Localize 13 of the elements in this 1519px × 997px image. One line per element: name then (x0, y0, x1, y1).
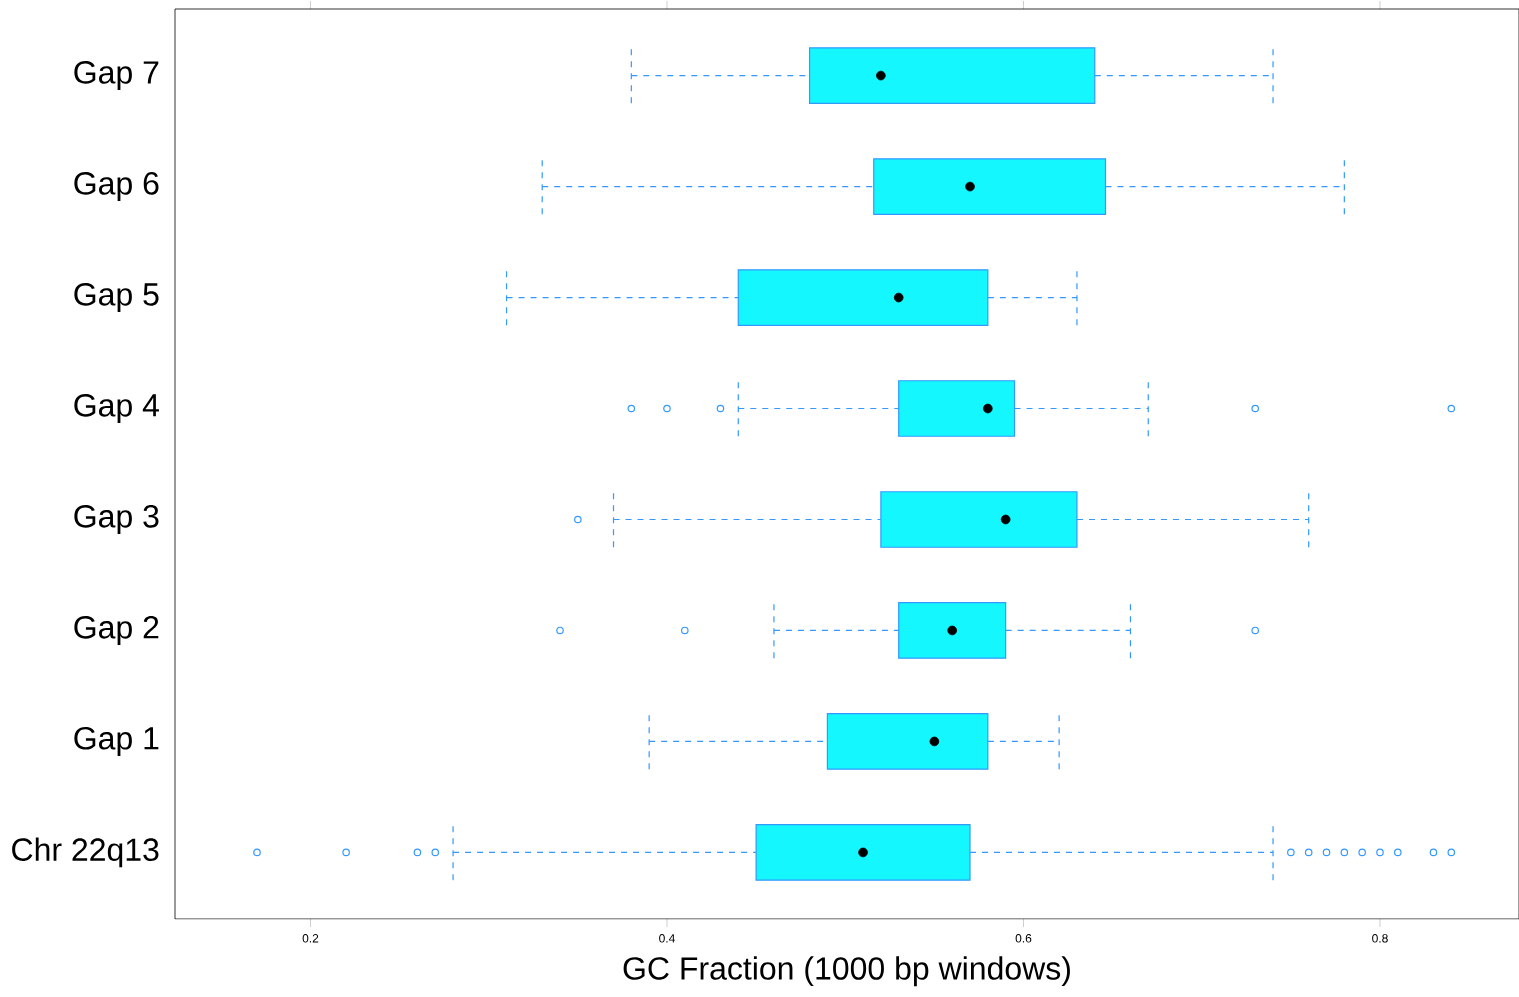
y-tick-label: Gap 5 (74, 283, 159, 313)
y-tick-label: Gap 3 (74, 505, 159, 534)
y-tick-label: Gap 4 (74, 394, 159, 424)
x-axis-title: GC Fraction (1000 bp windows) (623, 956, 1070, 987)
y-tick-label: Gap 1 (74, 726, 159, 756)
y-tick-label: Gap 6 (74, 172, 159, 202)
y-tick-label: Gap 2 (74, 615, 159, 645)
y-tick-label: Gap 7 (74, 61, 159, 91)
x-tick-label: 0.4 (659, 934, 675, 943)
x-tick-label: 0.8 (1372, 934, 1388, 943)
x-tick-label: 0.6 (1015, 934, 1032, 943)
y-tick-label: Chr 22q13 (12, 837, 159, 868)
x-tick-label: 0.2 (302, 934, 319, 943)
